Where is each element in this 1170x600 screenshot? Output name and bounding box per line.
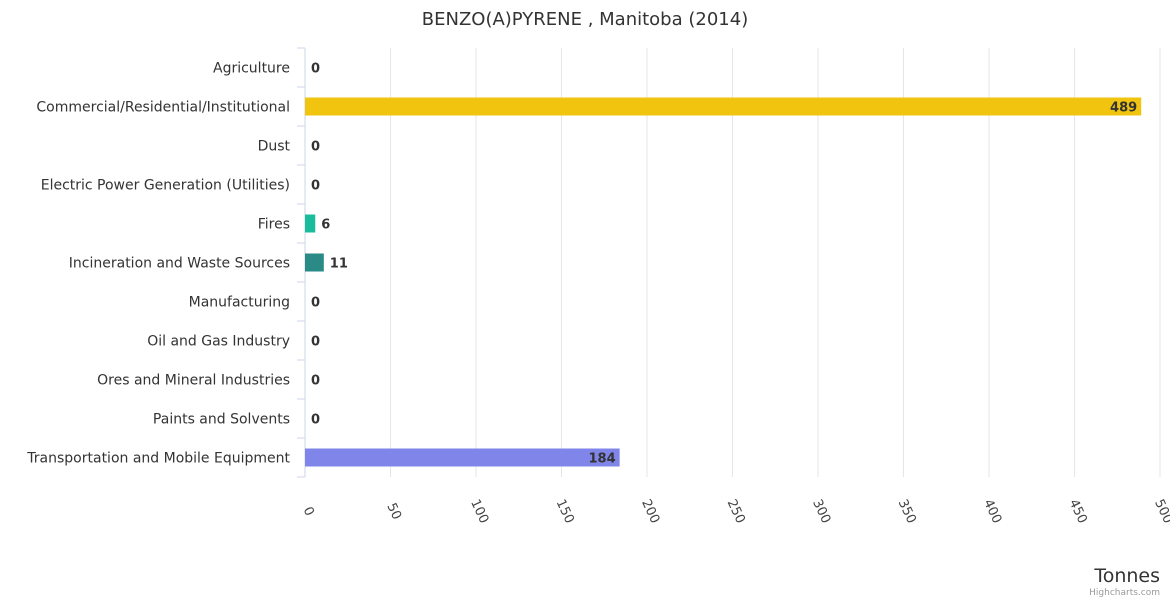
x-tick-label: 0: [300, 505, 317, 519]
data-label: 0: [311, 335, 320, 350]
axis-title: Tonnes: [1093, 565, 1160, 587]
category-label: Agriculture: [213, 61, 290, 77]
data-label: 0: [311, 374, 320, 389]
category-label: Commercial/Residential/Institutional: [36, 100, 290, 116]
x-tick-label: 400: [980, 497, 1004, 526]
data-label: 11: [330, 257, 348, 272]
credits-link[interactable]: Highcharts.com: [1089, 588, 1160, 598]
x-tick-label: 200: [638, 497, 662, 526]
data-label: 0: [311, 140, 320, 155]
data-label: 184: [588, 452, 615, 467]
category-label: Dust: [258, 139, 291, 155]
bar[interactable]: [305, 253, 324, 272]
data-label: 489: [1110, 101, 1137, 116]
data-label: 0: [311, 179, 320, 194]
x-tick-label: 150: [553, 497, 577, 526]
bar[interactable]: [305, 97, 1142, 116]
category-labels: Agriculture Commercial/Residential/Instit…: [26, 61, 290, 467]
data-label: 6: [321, 218, 330, 233]
x-tick-label: 450: [1066, 497, 1090, 526]
category-label: Electric Power Generation (Utilities): [41, 178, 290, 194]
x-axis-ticks: 0 50 100 150 200 250 300 350 400 450 500: [300, 497, 1170, 526]
x-tick-label: 250: [724, 497, 748, 526]
gridlines: [297, 47, 1161, 478]
data-label: 0: [311, 296, 320, 311]
chart-title: BENZO(A)PYRENE , Manitoba (2014): [422, 9, 748, 30]
data-label: 0: [311, 413, 320, 428]
bar[interactable]: [305, 214, 316, 233]
x-tick-label: 500: [1151, 497, 1170, 526]
x-tick-label: 50: [383, 501, 404, 522]
category-label: Oil and Gas Industry: [147, 334, 290, 350]
bars: 0 489 0 0 6 11 0 0 0 0 184: [305, 62, 1142, 467]
x-tick-label: 300: [809, 497, 833, 526]
category-label: Manufacturing: [189, 295, 290, 311]
category-label: Ores and Mineral Industries: [97, 373, 290, 389]
x-tick-label: 100: [467, 497, 491, 526]
data-label: 0: [311, 62, 320, 77]
category-label: Paints and Solvents: [153, 412, 290, 428]
category-label: Fires: [258, 217, 290, 233]
x-tick-label: 350: [895, 497, 919, 526]
category-label: Incineration and Waste Sources: [69, 256, 290, 272]
category-label: Transportation and Mobile Equipment: [26, 451, 290, 467]
bar[interactable]: [305, 448, 620, 467]
